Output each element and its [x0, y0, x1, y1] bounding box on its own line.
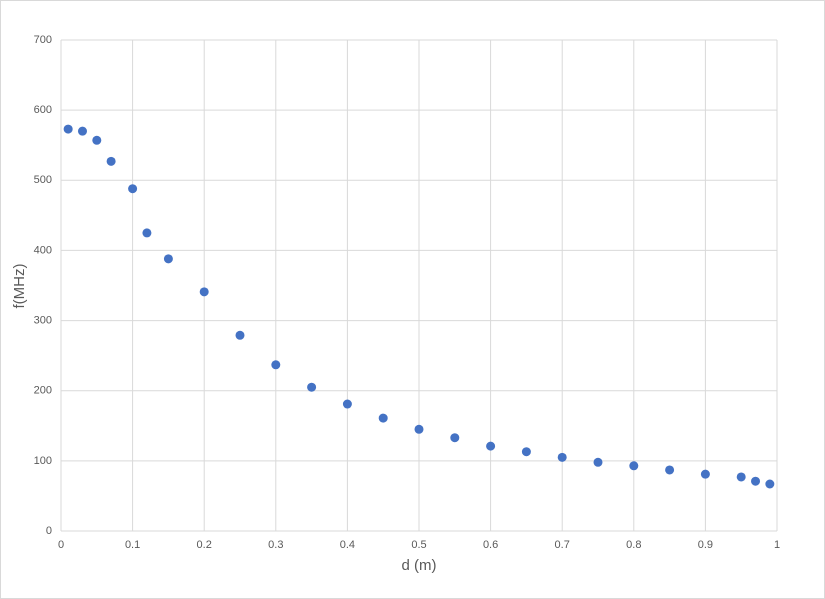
x-axis-label: d (m) — [402, 557, 437, 574]
data-point — [521, 447, 531, 457]
x-tick-label: 0.5 — [411, 539, 426, 551]
data-point — [700, 469, 710, 479]
data-point — [557, 452, 567, 462]
y-tick-label: 300 — [34, 314, 52, 326]
x-tick-label: 0.7 — [555, 539, 570, 551]
data-point — [271, 360, 281, 370]
data-point — [92, 135, 102, 145]
x-tick-label: 1 — [774, 539, 780, 551]
data-point — [629, 461, 639, 471]
data-point — [736, 472, 746, 482]
data-point — [378, 413, 388, 423]
x-tick-label: 0.1 — [125, 539, 140, 551]
data-point — [235, 330, 245, 340]
data-point — [450, 433, 460, 443]
y-tick-label: 700 — [34, 34, 52, 46]
data-point — [63, 124, 73, 134]
data-point — [142, 228, 152, 238]
y-axis-label: f(MHz) — [11, 264, 28, 309]
data-point — [307, 382, 317, 392]
data-point — [106, 156, 116, 166]
x-tick-label: 0.9 — [698, 539, 713, 551]
x-tick-label: 0.6 — [483, 539, 498, 551]
y-tick-label: 400 — [34, 244, 52, 256]
y-tick-label: 100 — [34, 455, 52, 467]
x-tick-label: 0 — [58, 539, 64, 551]
x-tick-label: 0.3 — [268, 539, 283, 551]
x-tick-label: 0.8 — [626, 539, 641, 551]
y-tick-label: 500 — [34, 174, 52, 186]
y-tick-label: 600 — [34, 104, 52, 116]
data-point — [751, 476, 761, 486]
y-tick-label: 0 — [46, 525, 52, 537]
data-point — [414, 424, 424, 434]
data-point — [77, 126, 87, 136]
data-point — [765, 479, 775, 489]
y-tick-label: 200 — [34, 385, 52, 397]
data-point — [665, 465, 675, 475]
data-point — [486, 441, 496, 451]
data-point — [163, 254, 173, 264]
data-point — [128, 184, 138, 194]
x-tick-label: 0.2 — [197, 539, 212, 551]
x-tick-label: 0.4 — [340, 539, 355, 551]
data-point — [593, 457, 603, 467]
data-point — [342, 399, 352, 409]
data-point — [199, 287, 209, 297]
